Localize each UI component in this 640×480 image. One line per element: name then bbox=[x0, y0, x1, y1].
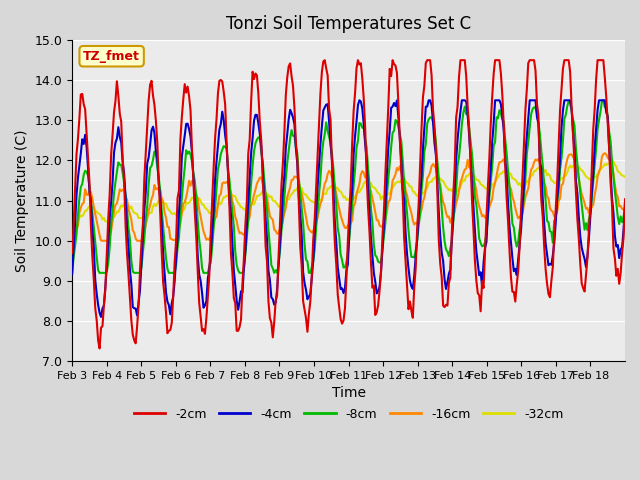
Legend: -2cm, -4cm, -8cm, -16cm, -32cm: -2cm, -4cm, -8cm, -16cm, -32cm bbox=[129, 403, 568, 425]
Text: TZ_fmet: TZ_fmet bbox=[83, 50, 140, 63]
Title: Tonzi Soil Temperatures Set C: Tonzi Soil Temperatures Set C bbox=[226, 15, 471, 33]
Y-axis label: Soil Temperature (C): Soil Temperature (C) bbox=[15, 130, 29, 272]
X-axis label: Time: Time bbox=[332, 386, 365, 400]
